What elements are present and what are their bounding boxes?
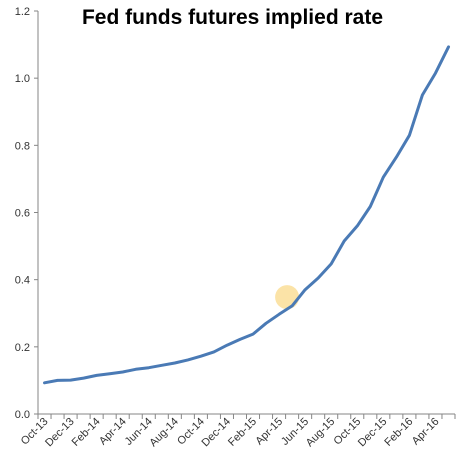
- x-tick-label: Feb-16: [382, 416, 415, 449]
- x-tick-label: Dec-13: [43, 416, 77, 450]
- chart-title: Fed funds futures implied rate: [81, 6, 384, 29]
- y-tick-label: 0.0: [15, 409, 30, 421]
- x-tick-label: Dec-14: [200, 416, 234, 450]
- x-tick-label: Aug-15: [304, 416, 338, 450]
- y-tick-label: 1.0: [15, 73, 30, 85]
- x-tick-label: Feb-14: [70, 416, 103, 449]
- highlight-marker: [275, 285, 300, 310]
- x-tick-label: Apr-15: [253, 416, 285, 448]
- y-tick-label: 0.2: [15, 342, 30, 354]
- x-tick-label: Feb-15: [226, 416, 259, 449]
- y-tick-label: 0.6: [15, 208, 30, 220]
- x-tick-label: Aug-14: [147, 416, 181, 450]
- y-tick-label: 0.4: [15, 275, 30, 287]
- y-tick-label: 1.2: [15, 6, 30, 18]
- x-tick-label: Dec-15: [356, 416, 390, 450]
- y-tick-label: 0.8: [15, 140, 30, 152]
- x-tick-label: Apr-16: [410, 416, 442, 448]
- x-tick-label: Apr-14: [97, 416, 129, 448]
- series-line: [43, 45, 450, 385]
